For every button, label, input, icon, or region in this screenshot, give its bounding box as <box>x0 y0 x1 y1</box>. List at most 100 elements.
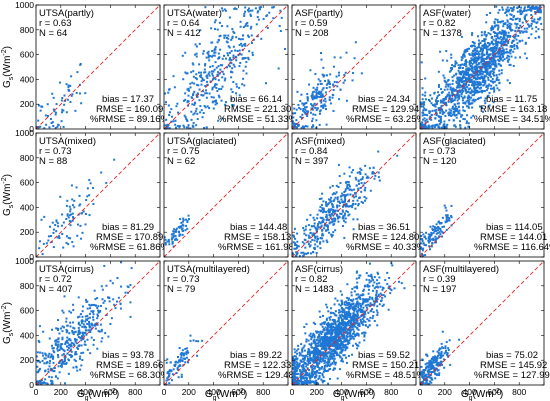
scatter-point <box>447 112 450 115</box>
scatter-point <box>78 194 81 197</box>
scatter-point <box>88 214 91 217</box>
scatter-point <box>55 219 58 222</box>
scatter-point <box>464 60 467 63</box>
scatter-point <box>321 372 324 375</box>
scatter-point <box>326 306 329 309</box>
scatter-point <box>342 219 345 222</box>
scatter-point <box>495 52 498 55</box>
scatter-point <box>313 95 316 98</box>
scatter-point <box>352 302 355 305</box>
panel-n: N = 120 <box>423 156 457 167</box>
scatter-point <box>420 252 423 255</box>
scatter-point <box>466 96 469 99</box>
scatter-point <box>511 40 514 43</box>
scatter-point <box>220 7 223 10</box>
scatter-point <box>366 318 369 321</box>
scatter-point <box>68 310 71 313</box>
scatter-point <box>315 119 318 122</box>
scatter-point <box>479 90 482 93</box>
scatter-point <box>340 342 343 345</box>
scatter-point <box>348 328 351 331</box>
scatter-point <box>304 108 307 111</box>
scatter-point <box>307 347 310 350</box>
scatter-point <box>242 26 245 29</box>
scatter-point <box>323 103 326 106</box>
scatter-point <box>451 94 454 97</box>
scatter-point <box>338 200 341 203</box>
scatter-point <box>76 223 79 226</box>
scatter-point <box>471 62 474 65</box>
scatter-point <box>174 234 177 237</box>
scatter-point <box>449 94 452 97</box>
scatter-point <box>493 88 496 91</box>
scatter-point <box>61 108 64 111</box>
scatter-point <box>460 95 463 98</box>
scatter-point <box>321 344 324 347</box>
scatter-point <box>430 245 433 248</box>
scatter-point <box>475 56 478 59</box>
scatter-point <box>81 310 84 313</box>
scatter-point <box>45 362 48 365</box>
scatter-point <box>355 297 358 300</box>
scatter-point <box>346 343 349 346</box>
scatter-point <box>358 322 361 325</box>
scatter-point <box>337 318 340 321</box>
scatter-point <box>187 94 190 97</box>
scatter-point <box>209 65 212 68</box>
scatter-point <box>507 25 510 28</box>
scatter-point <box>365 278 368 281</box>
scatter-point <box>503 34 506 37</box>
scatter-point <box>510 23 513 26</box>
scatter-point <box>238 49 241 52</box>
scatter-point <box>277 67 280 70</box>
scatter-points <box>420 5 543 129</box>
scatter-point <box>454 114 457 117</box>
scatter-point <box>317 223 320 226</box>
scatter-point <box>84 320 87 323</box>
scatter-point <box>177 365 180 368</box>
scatter-point <box>448 114 451 117</box>
scatter-point <box>348 175 351 178</box>
scatter-point <box>427 241 430 244</box>
scatter-point <box>492 67 495 70</box>
scatter-point <box>308 343 311 346</box>
scatter-point <box>478 81 481 84</box>
scatter-point <box>424 77 427 80</box>
scatter-point <box>321 192 324 195</box>
scatter-point <box>477 97 480 100</box>
scatter-point <box>360 320 363 323</box>
scatter-point <box>529 6 532 9</box>
scatter-point <box>336 85 339 88</box>
scatter-point <box>347 341 350 344</box>
scatter-point <box>364 298 367 301</box>
scatter-point <box>325 361 328 364</box>
scatter-point <box>486 84 489 87</box>
scatter-point <box>455 113 458 116</box>
scatter-point <box>344 349 347 352</box>
scatter-point <box>334 332 337 335</box>
scatter-point <box>233 31 236 34</box>
scatter-point <box>326 355 329 358</box>
scatter-point <box>64 343 67 346</box>
scatter-point <box>195 107 198 110</box>
scatter-point <box>210 96 213 99</box>
scatter-point <box>482 110 485 113</box>
scatter-point <box>330 307 332 310</box>
scatter-point <box>350 291 353 294</box>
scatter-point <box>477 53 480 56</box>
scatter-point <box>61 213 64 216</box>
scatter-point <box>313 367 316 370</box>
scatter-point <box>454 105 457 108</box>
scatter-point <box>323 347 326 350</box>
scatter-point <box>320 378 323 381</box>
scatter-point <box>445 214 448 217</box>
scatter-point <box>60 111 63 114</box>
scatter-point <box>72 309 75 312</box>
panel-n: N = 1378 <box>423 28 462 39</box>
scatter-point <box>105 307 108 310</box>
scatter-point <box>514 18 517 21</box>
scatter-point <box>216 102 218 105</box>
scatter-point <box>499 58 502 61</box>
scatter-point <box>462 109 465 112</box>
scatter-point <box>371 308 374 311</box>
